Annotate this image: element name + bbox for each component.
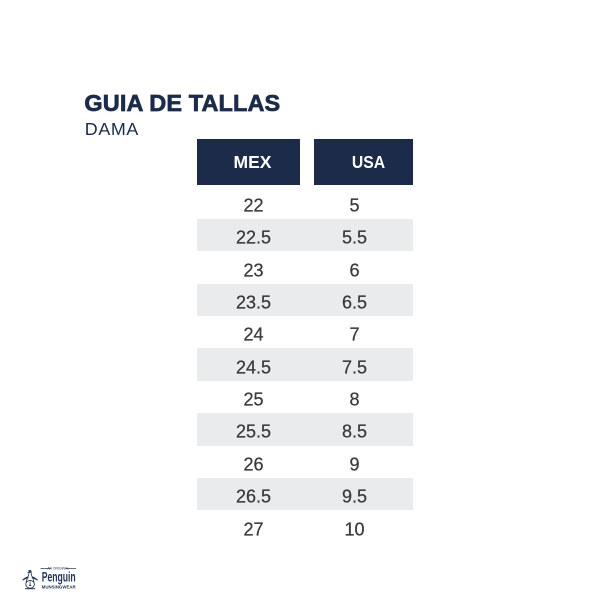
svg-text:AN ORIGINAL: AN ORIGINAL: [47, 567, 69, 571]
svg-text:Penguin: Penguin: [42, 570, 76, 585]
svg-text:MUNSINGWEAR: MUNSINGWEAR: [42, 584, 76, 589]
